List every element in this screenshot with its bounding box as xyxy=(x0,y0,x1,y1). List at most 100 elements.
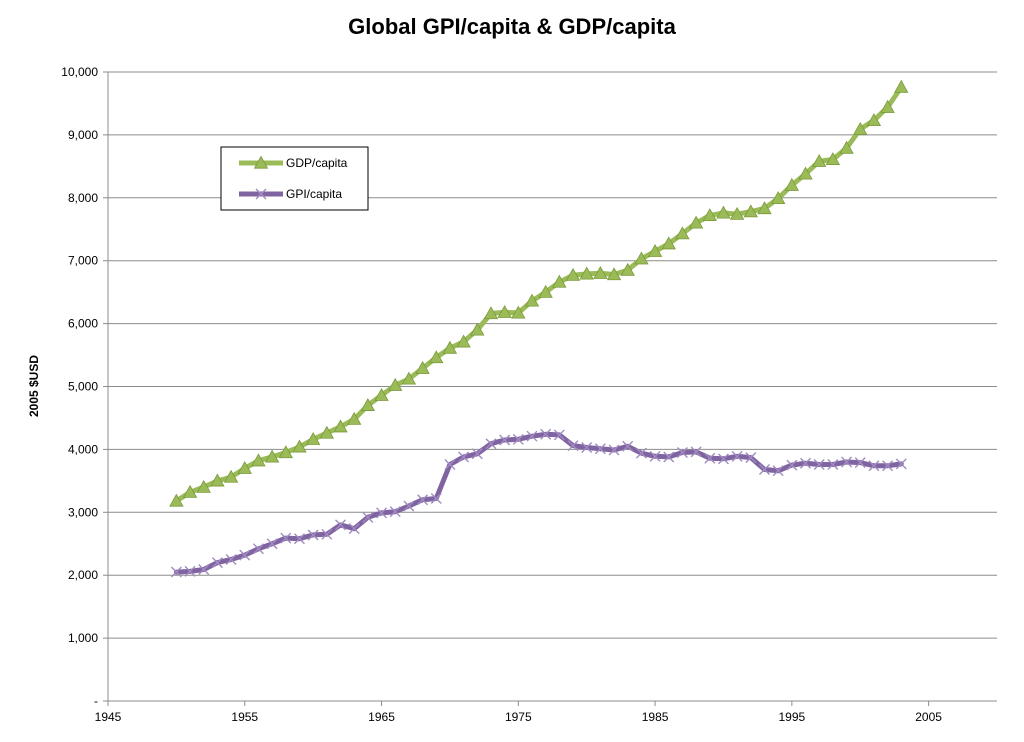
axes xyxy=(103,71,997,706)
data-point-stroke xyxy=(211,557,223,569)
legend-box xyxy=(220,146,369,211)
data-point xyxy=(182,484,198,498)
data-point xyxy=(688,215,704,229)
data-point-stroke xyxy=(540,428,552,440)
data-point-stroke xyxy=(348,523,360,535)
data-point xyxy=(635,447,647,459)
data-point xyxy=(442,340,458,354)
data-point xyxy=(567,440,579,452)
data-point-stroke xyxy=(663,451,675,463)
data-point xyxy=(868,460,880,472)
data-point-stroke xyxy=(622,440,634,452)
legend: GDP/capita GPI/capita xyxy=(220,146,369,211)
data-point xyxy=(647,243,663,257)
data-point-stroke xyxy=(717,453,729,465)
data-point-stroke xyxy=(184,565,196,577)
data-point-stroke xyxy=(280,532,292,544)
data-point-stroke xyxy=(471,448,483,460)
data-point-stroke xyxy=(252,543,264,555)
data-point xyxy=(786,459,798,471)
data-point-stroke xyxy=(854,457,866,469)
data-point xyxy=(307,529,319,541)
data-point xyxy=(264,449,280,463)
data-point-stroke xyxy=(307,529,319,541)
x-tick-label: 2005 xyxy=(915,710,942,724)
data-point xyxy=(812,153,827,167)
data-point xyxy=(622,440,634,452)
x-tick-label: 1965 xyxy=(368,710,395,724)
data-point-stroke xyxy=(594,443,606,455)
data-point xyxy=(895,458,907,470)
data-point-stroke xyxy=(321,528,333,540)
data-point xyxy=(196,479,211,493)
data-point xyxy=(704,452,716,464)
data-point xyxy=(853,121,868,135)
x-tick-label: 1945 xyxy=(95,710,122,724)
data-point xyxy=(702,208,717,222)
data-point-stroke xyxy=(170,566,182,578)
data-point-stroke xyxy=(553,429,565,441)
series-line xyxy=(173,431,904,575)
data-point xyxy=(458,451,470,463)
data-point xyxy=(456,334,471,348)
data-point-stroke xyxy=(882,460,894,472)
data-point xyxy=(800,457,812,469)
data-point xyxy=(757,201,772,215)
x-tick-label: 1985 xyxy=(642,710,669,724)
data-point xyxy=(198,564,210,576)
data-point-stroke xyxy=(444,459,456,470)
data-point-stroke xyxy=(758,464,770,476)
data-point xyxy=(305,432,321,445)
data-point-stroke xyxy=(389,506,401,518)
data-point-stroke xyxy=(225,553,237,565)
data-point xyxy=(827,459,839,470)
data-point-stroke xyxy=(704,452,716,464)
data-point xyxy=(620,262,635,276)
data-point-stroke xyxy=(895,458,907,470)
data-point xyxy=(211,557,223,569)
series-layer xyxy=(169,79,909,578)
data-point-stroke xyxy=(868,460,880,472)
data-point xyxy=(784,177,800,191)
data-point xyxy=(348,523,360,535)
data-point xyxy=(319,425,335,439)
data-point-stroke xyxy=(239,549,251,561)
y-tick-label: 3,000 xyxy=(68,505,98,519)
x-tick-label: 1955 xyxy=(231,710,258,724)
data-point-stroke xyxy=(266,538,278,550)
data-point xyxy=(321,528,333,540)
data-point xyxy=(335,519,347,531)
data-point xyxy=(471,448,483,460)
data-point-stroke xyxy=(485,438,497,450)
data-point xyxy=(716,205,731,219)
data-point xyxy=(579,266,594,280)
data-point xyxy=(184,565,196,577)
data-point-stroke xyxy=(800,457,812,469)
data-point xyxy=(470,322,485,336)
data-point xyxy=(388,377,403,391)
data-point xyxy=(524,293,540,307)
data-point xyxy=(772,465,784,477)
data-point xyxy=(376,507,388,519)
data-point xyxy=(225,553,237,565)
data-point xyxy=(401,371,417,385)
data-point xyxy=(170,566,182,578)
data-point xyxy=(866,113,882,127)
data-point-stroke xyxy=(786,459,798,471)
data-point xyxy=(676,447,688,459)
data-point xyxy=(608,444,620,456)
data-point xyxy=(483,306,499,320)
data-point-stroke xyxy=(403,500,415,512)
y-tick-label: 8,000 xyxy=(68,191,98,205)
data-point-stroke xyxy=(255,188,267,200)
data-point xyxy=(581,442,593,454)
data-point-stroke xyxy=(731,450,743,462)
chart-title: Global GPI/capita & GDP/capita xyxy=(348,14,676,39)
legend-item: GDP/capita xyxy=(239,155,348,170)
data-point xyxy=(252,543,264,555)
series-gdp-capita xyxy=(169,79,909,507)
data-point xyxy=(251,453,266,467)
data-point-stroke xyxy=(376,507,388,519)
data-point-stroke xyxy=(198,564,210,576)
